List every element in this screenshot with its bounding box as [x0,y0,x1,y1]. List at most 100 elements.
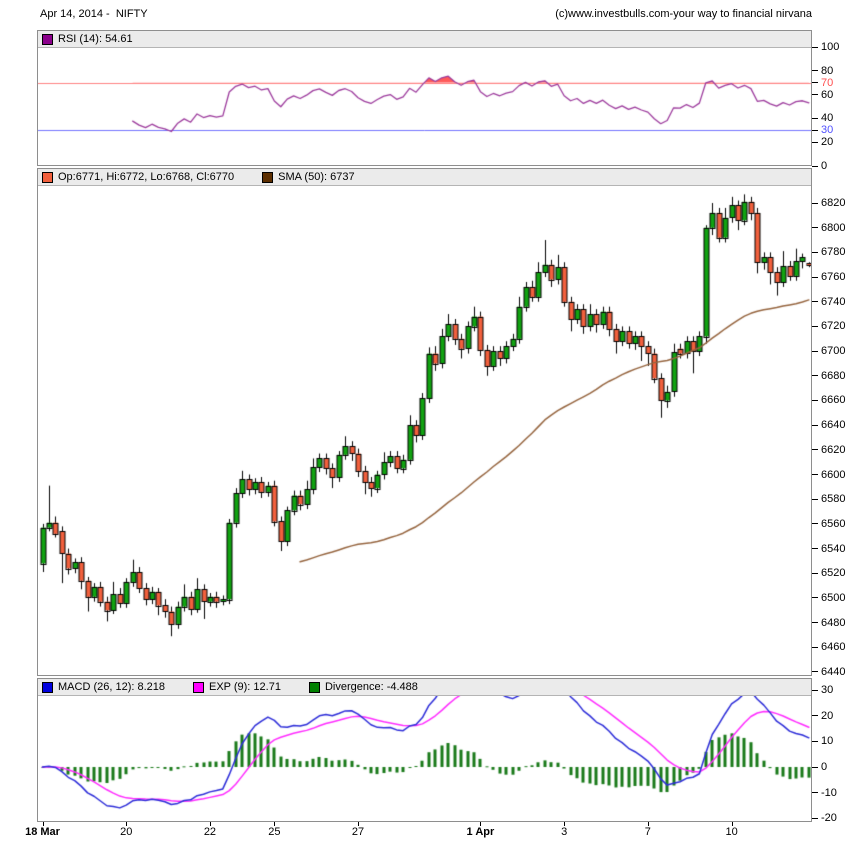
macd-ytick-label: 10 [821,735,834,748]
x-axis-label: 1 Apr [466,826,495,838]
x-axis-tick [358,822,360,826]
rsi-plot [38,48,811,165]
ohlc-swatch-icon [42,171,53,183]
macd-ytick-label: -20 [821,812,837,825]
x-axis-tick [564,822,566,826]
rsi-ytick-label: 70 [821,76,834,89]
macd-ytick-label: -10 [821,786,837,799]
copyright-text: (c)www.investbulls.com-your way to finan… [555,8,812,20]
exp-legend-label: EXP (9): 12.71 [209,681,281,693]
price-ytick-label: 6800 [821,221,846,234]
rsi-ytick [812,94,818,96]
price-ytick-label: 6480 [821,616,846,629]
price-legend-bar: Op:6771, Hi:6772, Lo:6768, Cl:6770 SMA (… [38,169,811,186]
price-plot [38,186,811,675]
rsi-ytick-label: 60 [821,88,834,101]
rsi-ytick-label: 30 [821,124,834,137]
x-axis-label: 27 [351,826,365,838]
rsi-legend-bar: RSI (14): 54.61 [38,31,811,48]
x-axis-tick [126,822,128,826]
divergence-swatch-icon [308,681,320,693]
price-ytick [812,548,818,550]
x-axis-label: 22 [203,826,217,838]
divergence-legend-item: Divergence: -4.488 [308,681,418,693]
price-ytick [812,251,818,253]
rsi-legend-label: RSI (14): 54.61 [58,33,133,45]
macd-ytick-label: 0 [821,761,828,773]
price-ytick [812,375,818,377]
rsi-ytick-label: 0 [821,160,828,172]
x-axis-label: 18 Mar [25,826,60,838]
rsi-ytick [812,129,818,131]
macd-panel: MACD (26, 12): 8.218 EXP (9): 12.71 Dive… [37,678,812,822]
rsi-ytick-label: 100 [821,41,840,53]
rsi-legend-item: RSI (14): 54.61 [42,33,133,45]
price-ytick-label: 6720 [821,320,846,333]
rsi-ytick-label: 20 [821,136,834,149]
price-ytick-label: 6440 [821,665,846,678]
x-axis-tick [274,822,276,826]
price-ytick-label: 6580 [821,493,846,506]
x-axis-tick [731,822,733,826]
sma-swatch-icon [262,171,274,183]
divergence-legend-label: Divergence: -4.488 [324,681,418,693]
macd-legend-bar: MACD (26, 12): 8.218 EXP (9): 12.71 Dive… [38,679,811,696]
macd-legend-label: MACD (26, 12): 8.218 [58,681,165,693]
rsi-ytick [812,117,818,119]
price-ytick [812,474,818,476]
macd-ytick-label: 30 [821,684,834,697]
sma-legend-label: SMA (50): 6737 [278,171,355,183]
price-ytick [812,350,818,352]
price-ytick-label: 6560 [821,517,846,530]
price-ytick-label: 6740 [821,295,846,308]
price-ytick-label: 6460 [821,641,846,654]
price-ytick [812,325,818,327]
macd-ytick-label: 20 [821,709,834,722]
x-axis-tick [42,822,44,826]
macd-ytick [812,766,818,768]
price-ytick [812,399,818,401]
price-ytick [812,202,818,204]
x-axis-tick [209,822,211,826]
sma-legend-item: SMA (50): 6737 [262,171,355,183]
price-panel: Op:6771, Hi:6772, Lo:6768, Cl:6770 SMA (… [37,168,812,676]
price-ytick-label: 6620 [821,443,846,456]
rsi-ytick [812,70,818,72]
rsi-swatch-icon [42,33,53,45]
ohlc-legend-item: Op:6771, Hi:6772, Lo:6768, Cl:6770 [42,171,234,183]
macd-ytick [812,740,818,742]
price-ytick [812,276,818,278]
price-ytick-label: 6680 [821,369,846,382]
price-ytick [812,301,818,303]
macd-legend-item: MACD (26, 12): 8.218 [42,681,165,693]
x-axis-label: 25 [268,826,281,838]
price-ytick-label: 6780 [821,246,846,259]
rsi-ytick-label: 40 [821,112,834,125]
price-ytick [812,646,818,648]
price-ytick [812,424,818,426]
price-ytick [812,523,818,525]
macd-plot [38,696,811,821]
x-axis-tick [647,822,649,826]
macd-ytick [812,715,818,717]
x-axis-tick [480,822,482,826]
rsi-panel: RSI (14): 54.61 [37,30,812,166]
price-ytick [812,622,818,624]
rsi-ytick [812,46,818,48]
price-ytick [812,671,818,673]
price-ytick [812,498,818,500]
price-ytick-label: 6700 [821,345,846,358]
rsi-ytick [812,165,818,167]
price-ytick-label: 6820 [821,197,846,209]
macd-ytick [812,817,818,819]
rsi-ytick [812,141,818,143]
rsi-ytick-label: 80 [821,64,834,77]
exp-swatch-icon [193,681,204,693]
x-axis-label: 7 [644,826,651,838]
price-ytick [812,449,818,451]
x-axis-label: 3 [561,826,568,838]
price-ytick-label: 6600 [821,468,846,481]
ohlc-legend-label: Op:6771, Hi:6772, Lo:6768, Cl:6770 [58,171,235,183]
macd-ytick [812,689,818,691]
